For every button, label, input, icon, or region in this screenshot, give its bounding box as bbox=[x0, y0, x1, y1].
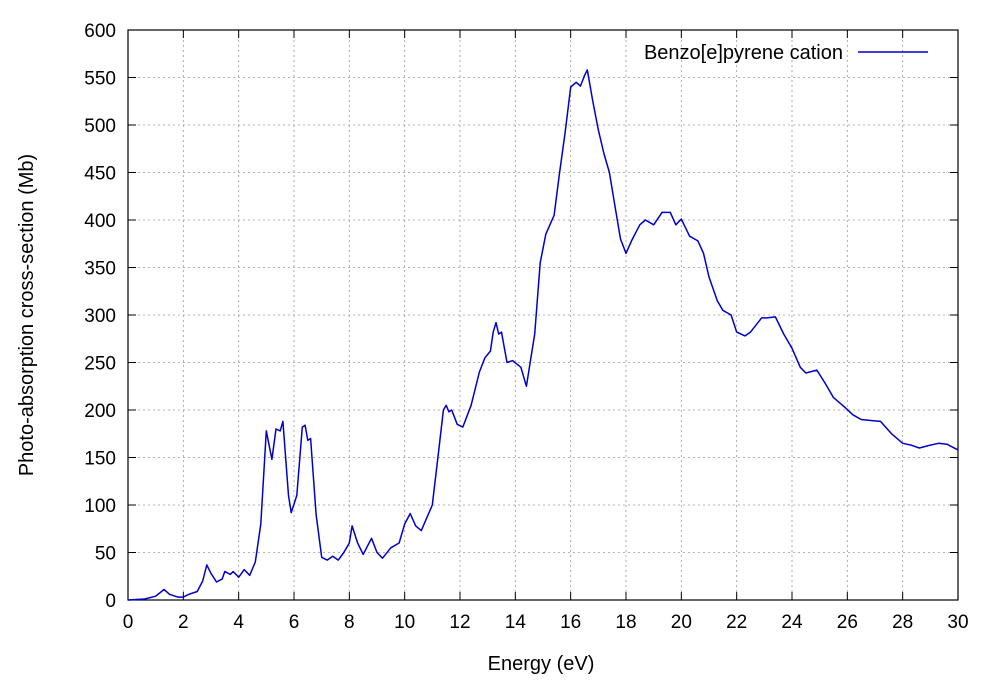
x-tick-labels: 0 2 4 6 8 10 12 14 16 18 20 22 24 26 28 30 bbox=[123, 612, 969, 633]
x-tick-label: 24 bbox=[781, 612, 803, 633]
series-layer bbox=[127, 69, 959, 601]
y-tick-label: 100 bbox=[84, 496, 116, 517]
x-tick-label: 18 bbox=[615, 612, 636, 633]
y-tick-label: 350 bbox=[84, 259, 116, 280]
series-line-0 bbox=[127, 69, 959, 601]
y-tick-label: 200 bbox=[84, 401, 116, 422]
x-axis-label: Energy (eV) bbox=[488, 653, 595, 675]
y-tick-label: 50 bbox=[95, 544, 116, 565]
x-tick-label: 12 bbox=[449, 612, 470, 633]
y-axis-label: Photo-absorption cross-section (Mb) bbox=[16, 154, 38, 476]
x-tick-label: 20 bbox=[671, 612, 692, 633]
x-tick-label: 4 bbox=[233, 612, 244, 633]
x-tick-label: 2 bbox=[178, 612, 189, 633]
x-tick-label: 26 bbox=[837, 612, 858, 633]
x-tick-label: 0 bbox=[123, 612, 134, 633]
y-tick-label: 250 bbox=[84, 354, 116, 375]
y-tick-label: 450 bbox=[84, 164, 116, 185]
x-tick-label: 6 bbox=[289, 612, 300, 633]
y-tick-label: 0 bbox=[105, 591, 116, 612]
x-tick-label: 16 bbox=[560, 612, 581, 633]
legend-entry-label: Benzo[e]pyrene cation bbox=[644, 42, 843, 64]
y-tick-label: 500 bbox=[84, 116, 116, 137]
y-tick-label: 150 bbox=[84, 449, 116, 470]
y-tick-label: 400 bbox=[84, 211, 116, 232]
x-tick-label: 10 bbox=[394, 612, 415, 633]
x-tick-label: 22 bbox=[726, 612, 747, 633]
x-tick-label: 30 bbox=[947, 612, 968, 633]
x-tick-label: 28 bbox=[892, 612, 913, 633]
y-tick-label: 600 bbox=[84, 21, 116, 42]
grid bbox=[128, 30, 958, 600]
legend: Benzo[e]pyrene cation bbox=[644, 42, 928, 64]
y-tick-labels: 0 50 100 150 200 250 300 350 400 450 500 550 600 bbox=[84, 21, 116, 612]
x-tick-label: 14 bbox=[505, 612, 527, 633]
y-tick-label: 300 bbox=[84, 306, 116, 327]
x-tick-label: 8 bbox=[344, 612, 355, 633]
axis-ticks bbox=[127, 29, 959, 601]
y-tick-label: 550 bbox=[84, 69, 116, 90]
